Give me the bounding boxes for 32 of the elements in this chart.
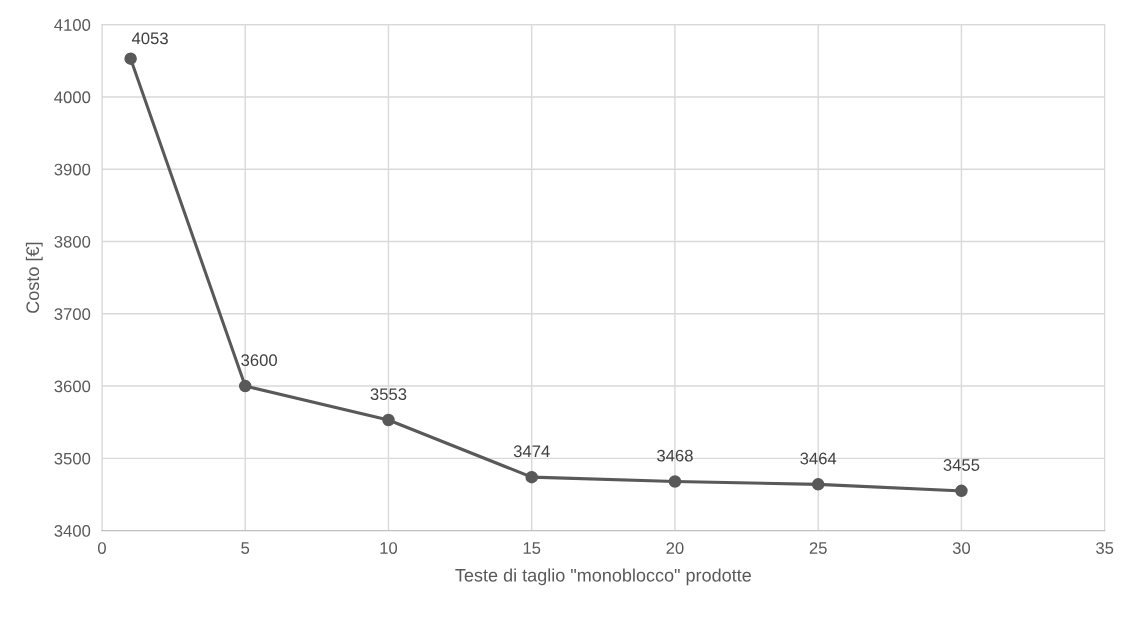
data-label: 3464 — [800, 452, 837, 465]
point — [124, 52, 137, 65]
data-label: 3455 — [943, 459, 980, 471]
y-tick-label: 4000 — [54, 91, 91, 104]
x-axis-title: Teste di taglio "monoblocco" prodotte — [455, 568, 751, 586]
x-tick-label: 35 — [1096, 542, 1114, 554]
y-tick-label: 3800 — [54, 235, 91, 248]
x-tick-label: 5 — [241, 542, 250, 554]
data-label: 3468 — [657, 449, 693, 462]
y-tick-label: 3700 — [54, 308, 91, 320]
x-tick-label: 20 — [666, 542, 684, 554]
y-tick-label: 3900 — [54, 163, 91, 176]
point — [668, 475, 682, 488]
y-tick-label: 3500 — [54, 452, 91, 465]
y-tick-label: 4100 — [54, 19, 91, 31]
x-tick-label: 15 — [523, 542, 541, 554]
data-label: 3600 — [241, 354, 277, 367]
point — [382, 413, 395, 427]
y-tick-label: 3600 — [54, 380, 91, 393]
x-tick-label: 0 — [97, 542, 106, 554]
y-axis-title: Costo [€] — [25, 242, 43, 313]
x-tick-label: 10 — [380, 542, 398, 554]
x-tick-label: 25 — [809, 542, 827, 554]
point — [238, 379, 252, 393]
point — [525, 470, 538, 484]
data-label: 3553 — [370, 388, 407, 401]
x-tick-label: 30 — [952, 542, 971, 554]
data-label: 4053 — [131, 32, 168, 45]
point — [955, 484, 968, 498]
data-label: 3474 — [513, 445, 550, 458]
y-tick-label: 3400 — [54, 525, 91, 537]
point — [811, 478, 825, 491]
